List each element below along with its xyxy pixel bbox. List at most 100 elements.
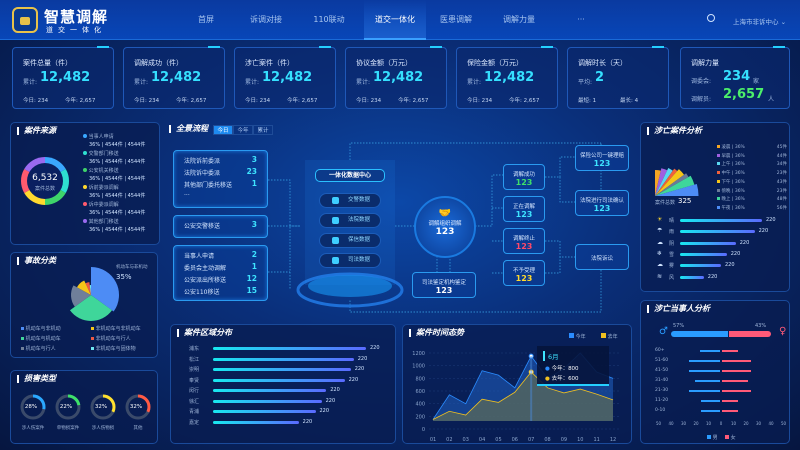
stat-card: 涉亡案件（件） 累计: 12,482 今日: 234 今年: 2,657	[234, 46, 336, 109]
male-share	[671, 331, 728, 337]
fan-legend-item: 上午 | 36% 34件	[717, 161, 787, 167]
region-value: 220	[354, 366, 365, 372]
outcome-label: 调解终止	[512, 236, 535, 242]
nav-traffic[interactable]: 道交一体化	[364, 0, 426, 40]
tooltip-title: 6月	[543, 351, 609, 361]
legend-label: 今年	[575, 334, 586, 340]
data-source-button[interactable]: 保信数据	[319, 233, 381, 248]
nav-force[interactable]: 调解力量	[503, 15, 535, 24]
parties-panel: 涉亡当事人分析 ♂ ♀ 57% 43% 60+ 51-60 41-50 31-4…	[640, 300, 790, 444]
nav-medical[interactable]: 医患调解	[440, 15, 472, 24]
damage-gauge: 32% 其他	[122, 393, 154, 431]
x-tick-label: 11	[593, 437, 599, 443]
region-value: 220	[319, 408, 330, 414]
x-tick-label: 10	[577, 437, 583, 443]
source-box-police: 公安交警移送 3	[173, 215, 268, 238]
appraisal-count: 123	[435, 286, 453, 295]
outcome-box[interactable]: 不予受理 123	[503, 260, 545, 286]
final-box[interactable]: 法院诉讼	[575, 244, 629, 270]
data-source-button[interactable]: 司法数据	[319, 253, 381, 268]
gauge-label: 涉人伤物损	[91, 426, 115, 431]
search-icon[interactable]	[707, 14, 715, 22]
flow-row-label: 委员会主动调解	[184, 265, 227, 272]
fan-segment	[655, 170, 661, 196]
stat-card-force: 调解力量 调委会: 234 家 调解员: 2,657 人	[680, 46, 790, 109]
gauge-ring	[55, 394, 81, 420]
region-bar	[213, 357, 354, 361]
y-tick-label: 600	[415, 389, 425, 395]
flow-row-count: 3	[251, 220, 257, 229]
weather-bar	[680, 264, 721, 268]
region-value: 220	[357, 355, 368, 362]
tab-year[interactable]: 今年	[233, 125, 253, 135]
brand-subtitle: 道交一体化	[46, 26, 106, 34]
legend-this-year: 今年	[569, 333, 586, 340]
nav-110[interactable]: 110联动	[313, 15, 345, 24]
region-bar	[213, 389, 327, 392]
weather-bar	[680, 275, 704, 279]
weather-value: 220	[758, 228, 769, 235]
gauge-pct: 32%	[129, 404, 143, 410]
stat-total: 12,482	[40, 70, 91, 85]
x-axis-tick: 0	[719, 421, 723, 426]
weather-value: 220	[766, 217, 776, 223]
tab-total[interactable]: 累计	[253, 125, 273, 135]
flow-row-label: 当事人申请	[184, 253, 215, 260]
source-total-label: 案件总数	[34, 186, 55, 192]
panel-title: 涉亡案件分析	[647, 127, 702, 135]
female-bar	[722, 410, 739, 412]
fan-segment	[655, 168, 678, 196]
stat-card: 调解时长（天） 平均: 2 最短: 1 最长: 4	[567, 46, 669, 109]
data-source-button[interactable]: 法院数据	[319, 213, 381, 228]
outcome-box[interactable]: 调解终止 123	[503, 228, 545, 254]
damage-gauge: 22% 单物损案件	[52, 393, 84, 431]
gauge-ring	[20, 394, 46, 420]
x-tick-label: 09	[561, 437, 567, 443]
weather-label: 雨	[669, 229, 675, 236]
outcome-count: 123	[515, 178, 533, 187]
stat-title: 调解成功（件）	[134, 59, 183, 67]
region-bar	[213, 378, 345, 382]
x-tick-label: 01	[430, 437, 436, 443]
legend-dot	[83, 219, 87, 223]
series-area	[433, 372, 613, 421]
y-tick-label: 200	[415, 414, 425, 420]
nav-more[interactable]: ···	[577, 15, 585, 24]
tooltip-value: 去年：600	[551, 376, 579, 382]
tooltip-line-last-year: ● 去年：600	[545, 376, 579, 382]
weather-value: 220	[707, 273, 718, 280]
legend-label: 女	[730, 435, 736, 441]
weather-label: 风	[669, 274, 675, 281]
data-source-button[interactable]: 交警数据	[319, 193, 381, 208]
gauge-label: 涉人伤案件	[21, 426, 45, 431]
appraisal-box[interactable]: 司法鉴定机构鉴定 123	[412, 272, 476, 298]
nav-litigation[interactable]: 诉调对接	[250, 15, 282, 24]
mediation-label: 调解组织调解	[428, 221, 462, 227]
final-box[interactable]: 保险公司一键理赔 123	[575, 145, 629, 171]
outcome-box[interactable]: 正在调解 123	[503, 196, 545, 222]
mediation-node[interactable]: 🤝 调解组织调解 123	[414, 196, 476, 258]
outcome-label: 正在调解	[512, 204, 535, 210]
x-tick-label: 04	[479, 437, 485, 443]
stat-title: 案件总量（件）	[23, 59, 72, 67]
outcome-count: 123	[515, 274, 533, 283]
region-value: 220	[348, 376, 359, 383]
x-axis-tick: 20	[743, 421, 749, 426]
stat-year: 今年: 2,657	[398, 98, 429, 104]
tab-today[interactable]: 今日	[213, 125, 233, 135]
outcome-box[interactable]: 调解成功 123	[503, 164, 545, 190]
data-icon	[332, 197, 339, 204]
female-bar	[722, 390, 751, 392]
stat-card: 调解成功（件） 累计: 12,482 今日: 234 今年: 2,657	[123, 46, 225, 109]
flow-row-count: 23	[246, 167, 257, 176]
source-legend-item: 公安机关移送 36% | 4544件 | 4544件	[83, 167, 145, 182]
outcome-label: 不予受理	[512, 268, 535, 274]
location-select[interactable]: 上海市非诉中心 ⌄	[733, 16, 786, 26]
final-box[interactable]: 法院进行司法确认 123	[575, 190, 629, 216]
fan-segment	[655, 175, 695, 196]
nav-home[interactable]: 首屏	[198, 15, 214, 24]
stat-year: 今年: 2,657	[176, 98, 207, 104]
mediation-count: 123	[435, 227, 455, 237]
source-box-court: 法院诉前委派 3 法院诉中委派 23 其他部门委托移送 1 ···	[173, 150, 268, 208]
accident-legend-item: 机动车与非机动	[21, 325, 61, 332]
